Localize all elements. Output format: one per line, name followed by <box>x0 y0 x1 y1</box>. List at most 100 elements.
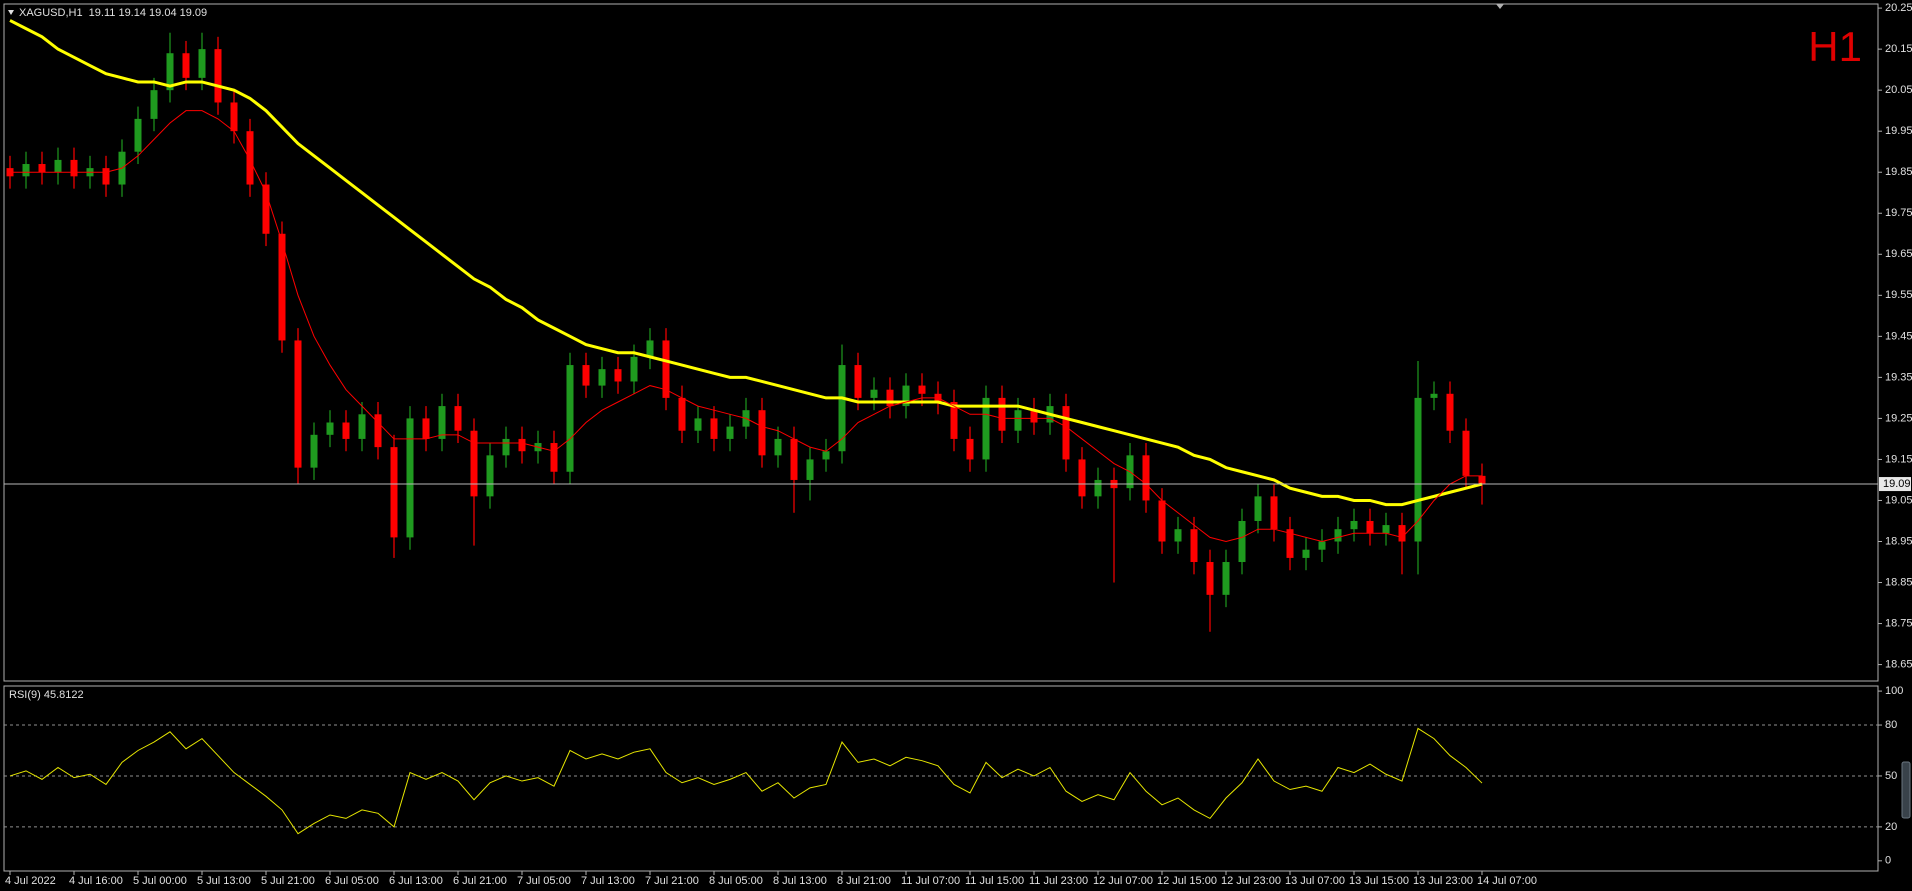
x-tick-label: 6 Jul 21:00 <box>453 875 507 887</box>
candle-body <box>262 184 270 234</box>
candle-body <box>1430 393 1438 398</box>
timeframe-label: H1 <box>1808 23 1862 70</box>
candle-body <box>598 369 606 386</box>
chart-title: XAGUSD,H1 19.11 19.14 19.04 19.09 <box>19 7 207 19</box>
x-tick-label: 7 Jul 13:00 <box>581 875 635 887</box>
candle-body <box>1062 406 1070 460</box>
candle-body <box>1158 500 1166 542</box>
candle-body <box>854 365 862 398</box>
candle-body <box>1462 430 1470 476</box>
x-tick-label: 12 Jul 23:00 <box>1221 875 1281 887</box>
x-tick-label: 13 Jul 23:00 <box>1413 875 1473 887</box>
y-tick-label: 20.15 <box>1885 43 1912 55</box>
candle-body <box>1270 496 1278 530</box>
candle-body <box>22 164 30 177</box>
candle-body <box>550 443 558 472</box>
candle-body <box>614 369 622 382</box>
candle-body <box>1238 520 1246 563</box>
x-tick-label: 8 Jul 05:00 <box>709 875 763 887</box>
candle-body <box>838 365 846 452</box>
candle-body <box>1094 479 1102 497</box>
candle-body <box>374 414 382 448</box>
candle-body <box>774 438 782 456</box>
candle-body <box>982 397 990 460</box>
x-tick-label: 7 Jul 21:00 <box>645 875 699 887</box>
x-tick-label: 12 Jul 15:00 <box>1157 875 1217 887</box>
y-tick-label: 19.25 <box>1885 412 1912 424</box>
rsi-panel-frame <box>3 685 1879 872</box>
candle-body <box>342 422 350 439</box>
candle-body <box>502 438 510 456</box>
candle-body <box>1174 529 1182 542</box>
candle-body <box>102 168 110 185</box>
rsi-title: RSI(9) 45.8122 <box>9 689 84 701</box>
candle-body <box>966 438 974 460</box>
candle-body <box>166 53 174 91</box>
candle-body <box>1014 410 1022 431</box>
y-tick-label: 19.45 <box>1885 330 1912 342</box>
x-tick-label: 6 Jul 05:00 <box>325 875 379 887</box>
candle-body <box>662 340 670 398</box>
candle-body <box>1382 525 1390 534</box>
candle-body <box>950 401 958 439</box>
candle-body <box>758 410 766 456</box>
candle-body <box>1222 562 1230 595</box>
x-tick-label: 4 Jul 16:00 <box>69 875 123 887</box>
x-tick-label: 5 Jul 13:00 <box>197 875 251 887</box>
rsi-line <box>9 727 1483 835</box>
y-tick-label: 20 <box>1885 821 1897 833</box>
x-tick-label: 11 Jul 07:00 <box>901 875 960 887</box>
candle-body <box>246 131 254 185</box>
candle-body <box>470 430 478 497</box>
y-tick-label: 19.75 <box>1885 207 1912 219</box>
y-tick-label: 0 <box>1885 855 1891 867</box>
y-tick-label: 19.95 <box>1885 125 1912 137</box>
y-tick-label: 100 <box>1885 685 1903 697</box>
candle-body <box>454 406 462 431</box>
x-tick-label: 8 Jul 13:00 <box>773 875 827 887</box>
candle-body <box>390 447 398 538</box>
candle-body <box>134 118 142 152</box>
candle-body <box>326 422 334 435</box>
y-tick-label: 19.55 <box>1885 289 1912 301</box>
y-tick-label: 20.05 <box>1885 84 1912 96</box>
scrollbar[interactable] <box>1901 761 1911 819</box>
price-panel-frame <box>3 3 1879 682</box>
candle-body <box>438 406 446 439</box>
candle-body <box>1446 393 1454 431</box>
price-label: 19.09 <box>1883 478 1911 490</box>
y-tick-label: 19.15 <box>1885 453 1912 465</box>
x-tick-label: 11 Jul 23:00 <box>1029 875 1088 887</box>
candle-body <box>310 434 318 468</box>
price-label-box <box>1879 477 1911 492</box>
candle-body <box>646 340 654 357</box>
candle-body <box>790 438 798 480</box>
candle-body <box>886 389 894 407</box>
candle-body <box>870 389 878 398</box>
candle-body <box>198 49 206 78</box>
candle-body <box>918 385 926 394</box>
candle-body <box>38 164 46 173</box>
x-tick-label: 7 Jul 05:00 <box>517 875 571 887</box>
x-tick-label: 13 Jul 15:00 <box>1349 875 1409 887</box>
candle-body <box>406 418 414 538</box>
x-tick-label: 14 Jul 07:00 <box>1477 875 1537 887</box>
candle-body <box>998 397 1006 431</box>
dropdown-arrow[interactable] <box>8 10 14 15</box>
y-tick-label: 18.75 <box>1885 617 1912 629</box>
candle-body <box>630 356 638 382</box>
y-tick-label: 19.05 <box>1885 494 1912 506</box>
candle-body <box>1366 520 1374 534</box>
candle-body <box>214 49 222 103</box>
candle-body <box>1414 397 1422 542</box>
candle-body <box>806 459 814 480</box>
candle-body <box>1030 410 1038 423</box>
candle-body <box>518 438 526 452</box>
x-tick-label: 4 Jul 2022 <box>5 875 56 887</box>
y-tick-label: 19.85 <box>1885 166 1912 178</box>
candle-body <box>902 385 910 407</box>
candle-body <box>1286 529 1294 558</box>
y-tick-label: 19.65 <box>1885 248 1912 260</box>
candle-body <box>182 53 190 78</box>
